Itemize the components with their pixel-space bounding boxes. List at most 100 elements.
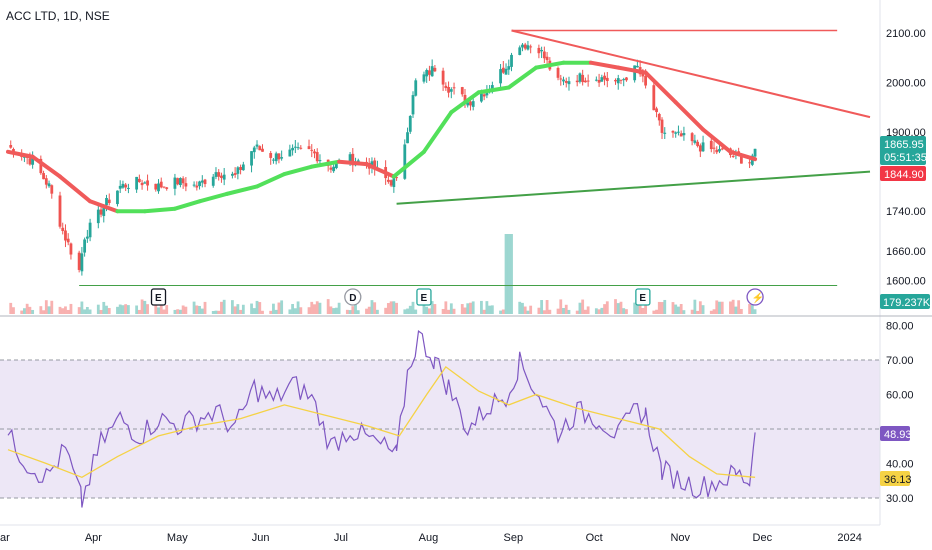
volume-bar [118,304,122,314]
candle-body [203,179,207,185]
volume-bar [9,302,13,314]
rsi-tick-label: 40.00 [886,459,914,471]
volume-bar [753,309,757,314]
volume-bar [696,310,699,314]
volume-bar [698,301,702,314]
candle-body [315,152,319,162]
volume-bar [490,305,494,314]
candle-body [507,66,511,70]
candle-body [58,195,62,227]
candle-body [693,140,697,143]
candle-body [173,177,177,189]
bar-countdown: 05:51:35 [884,152,927,164]
candle-body [485,91,489,96]
candle-body [269,153,273,158]
candle-body [233,173,237,175]
rsi-ma-value: 36.13 [884,474,912,486]
volume-bar [274,309,278,314]
volume-bar [179,309,182,314]
volume-bar [447,309,450,314]
candle-body [274,153,278,162]
volume-bar [88,309,92,314]
volume-bar [559,299,563,314]
candle-body [567,81,571,85]
volume-bar [671,302,675,314]
volume-bar [679,304,683,314]
volume-tag: 179.237K [880,294,931,309]
candle-body [422,74,426,82]
volume-bar [586,306,590,314]
event-marker-dividend [344,288,362,306]
moving-average-segment [337,159,369,167]
moving-average-segment [57,174,93,204]
candle-body [739,156,743,164]
candle-body [501,67,505,73]
candle-body [696,141,699,147]
candle-body [411,95,415,115]
time-tick-label: ar [0,532,10,544]
volume-bar [348,310,352,314]
time-tick-label: Apr [85,532,102,544]
volume-bar [523,306,527,314]
moving-average-segment [172,199,202,211]
time-axis[interactable]: ar Apr May Jun Jul Aug Sep Oct Nov Dec 2024 [0,532,862,544]
price-pane[interactable] [6,29,871,314]
candle-body [137,178,141,183]
moving-average-segment [224,184,260,196]
candle-body [9,145,13,148]
candle-body [116,190,119,205]
volume-bar [616,303,620,314]
candle-body [652,85,656,111]
volume-bar [345,309,349,314]
moving-average-segment [309,159,342,169]
chart-title: ACC LTD, 1D, NSE [6,9,110,23]
rsi-axis[interactable]: 80.00 70.00 60.00 40.00 30.00 [886,321,914,506]
candle-body [430,66,434,77]
candle-body [518,47,522,55]
candle-body [614,79,617,82]
volume-bar [23,308,26,314]
candle-body [288,149,292,157]
candle-body [165,187,169,189]
volume-bar [737,300,741,314]
candle-body [211,176,215,186]
candle-body [307,146,311,150]
volume-bar [575,310,579,314]
candle-body [200,180,204,183]
candle-body [386,179,390,182]
volume-bar [600,307,604,314]
candle-body [44,178,48,185]
volume-bar [441,308,445,314]
candle-body [523,44,527,49]
candle-body [641,72,645,77]
volume-bar [365,308,368,314]
volume-bar [102,301,106,314]
moving-average-segment [6,149,35,159]
candle-body [176,178,180,185]
moving-average-segment [30,154,62,179]
candle-body [556,67,560,78]
candle-body [255,144,259,147]
candle-body [510,54,513,67]
volume-bar [211,310,215,314]
candle-body [195,185,199,188]
volume-bar [116,306,119,314]
volume-bar [750,300,754,314]
volume-bar [143,300,147,314]
volume-bar [718,301,721,314]
candle-body [499,69,502,84]
candle-body [296,147,300,149]
candle-body [480,93,483,102]
candle-body [236,167,240,174]
candle-body [463,94,467,105]
candle-body [469,101,472,106]
rsi-ma-value-tag-bg [880,471,910,486]
rsi-pane[interactable] [0,330,880,508]
candle-body [85,236,89,239]
volume-bar [154,303,158,314]
candle-body [671,130,675,133]
volume-bar [619,301,623,314]
volume-bar [556,308,560,314]
moving-average-segment [449,90,481,115]
candle-body [258,146,262,151]
